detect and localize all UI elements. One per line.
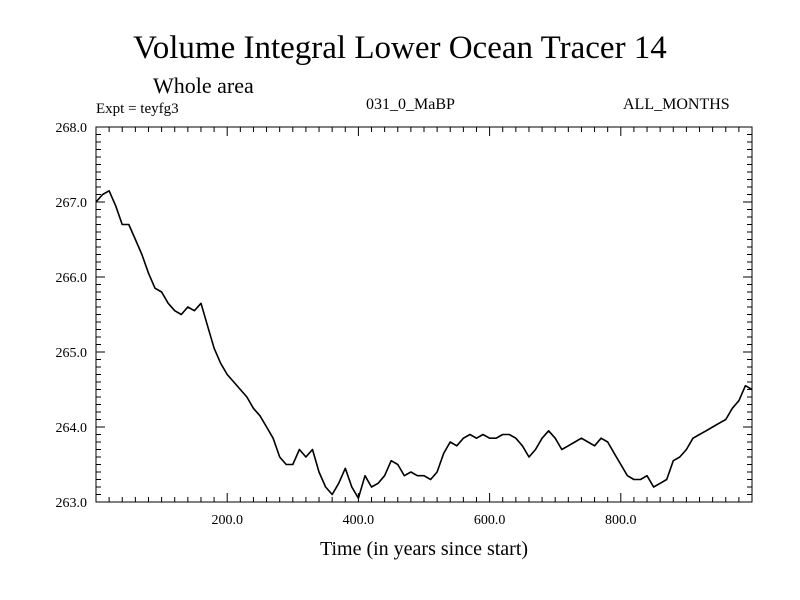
run-label: 031_0_MaBP	[366, 96, 455, 113]
data-series-line	[95, 190, 753, 500]
x-tick-label: 200.0	[211, 513, 243, 528]
y-tick-label: 266.0	[56, 271, 88, 286]
experiment-label: Expt = teyfg3	[96, 101, 179, 117]
x-tick-label: 600.0	[474, 513, 506, 528]
period-label: ALL_MONTHS	[623, 96, 730, 113]
x-tick-label: 800.0	[605, 513, 637, 528]
plot-frame	[95, 126, 753, 503]
y-tick-label: 265.0	[56, 346, 88, 361]
y-tick-label: 268.0	[56, 121, 88, 136]
chart-title: Volume Integral Lower Ocean Tracer 14	[133, 30, 667, 66]
y-tick-label: 263.0	[56, 496, 88, 511]
x-tick-label: 400.0	[343, 513, 375, 528]
x-axis-label: Time (in years since start)	[319, 538, 529, 560]
y-tick-label: 264.0	[56, 421, 88, 436]
y-tick-label: 267.0	[56, 196, 88, 211]
chart-subtitle: Whole area	[153, 73, 254, 98]
